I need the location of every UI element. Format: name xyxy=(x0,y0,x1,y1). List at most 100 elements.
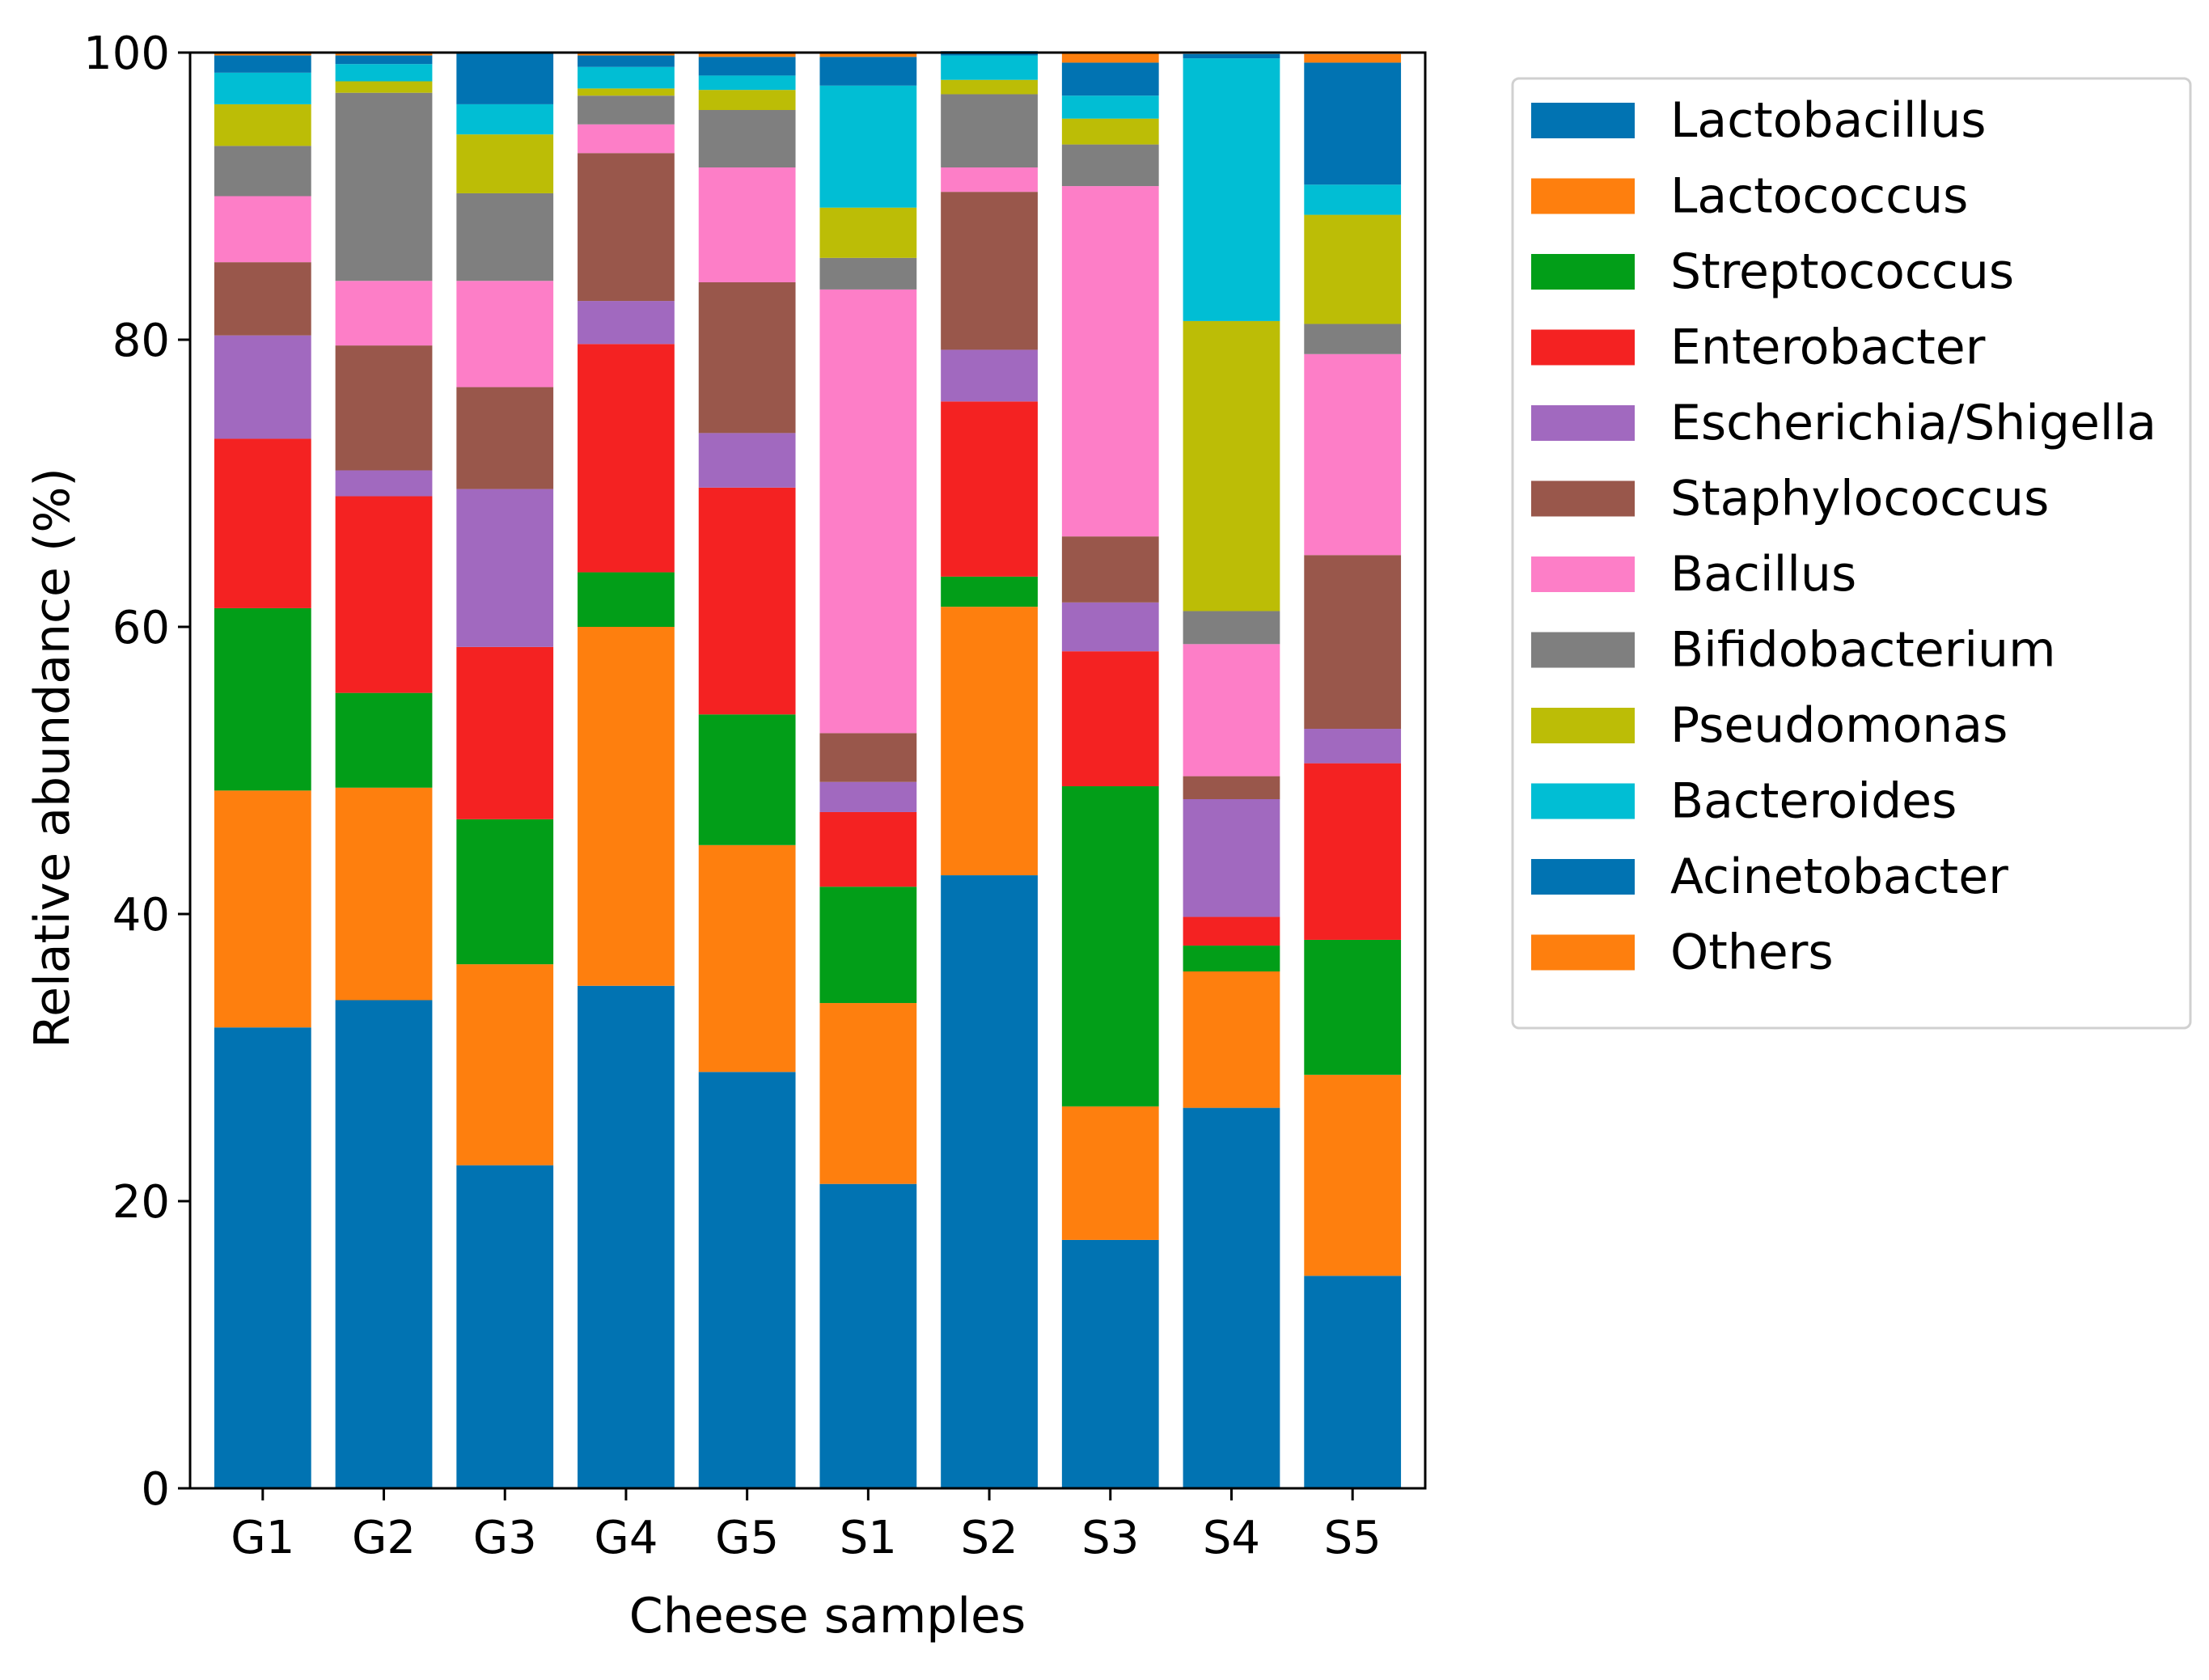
bar-segment-G3-acinetobacter xyxy=(456,53,554,104)
bar-segment-S5-streptococcus xyxy=(1304,939,1402,1075)
bar-segment-S4-lactobacillus xyxy=(1183,1107,1280,1488)
bar-segment-G5-lactobacillus xyxy=(698,1072,796,1488)
legend-swatch-pseudomonas xyxy=(1531,708,1635,743)
x-axis-label: Cheese samples xyxy=(629,1588,1026,1644)
bar-segment-G3-bacillus xyxy=(456,281,554,387)
bar-segment-S1-acinetobacter xyxy=(819,57,917,86)
bar-segment-S2-bacteroides xyxy=(941,55,1038,80)
bar-segment-G2-bacteroides xyxy=(335,64,433,82)
bar-segment-G1-bacillus xyxy=(214,196,311,263)
bar-segment-G5-lactococcus xyxy=(698,844,796,1073)
bar-segment-G5-acinetobacter xyxy=(698,57,796,76)
plot-frame xyxy=(188,51,1427,1490)
bar-segment-G1-bacteroides xyxy=(214,72,311,104)
x-tick-label: G2 xyxy=(352,1512,416,1564)
bars-layer xyxy=(214,51,1402,1488)
bar-segment-S4-bacillus xyxy=(1183,644,1280,777)
x-tick-label: G1 xyxy=(231,1512,294,1564)
bar-segment-G2-streptococcus xyxy=(335,692,433,788)
bar-segment-G2-lactococcus xyxy=(335,787,433,1001)
bar-segment-G4-others xyxy=(578,53,675,56)
legend-label-bifidobacterium: Bifidobacterium xyxy=(1670,622,2056,679)
bar-segment-S1-enterobacter xyxy=(819,811,917,887)
legend-label-staphylococcus: Staphylococcus xyxy=(1670,471,2049,527)
bar-segment-G2-pseudomonas xyxy=(335,81,433,93)
bar-segment-S3-bacillus xyxy=(1061,186,1159,537)
bar-segment-S5-lactobacillus xyxy=(1304,1276,1402,1488)
bar-segment-S3-pseudomonas xyxy=(1061,118,1159,145)
bar-segment-G5-bacteroides xyxy=(698,75,796,91)
bar-segment-S2-enterobacter xyxy=(941,401,1038,577)
legend-swatch-lactobacillus xyxy=(1531,103,1635,138)
bar-segment-G5-escherichia-shigella xyxy=(698,433,796,488)
x-tick-label: G5 xyxy=(715,1512,779,1564)
bar-segment-S1-staphylococcus xyxy=(819,733,917,782)
bar-segment-S1-streptococcus xyxy=(819,887,917,1004)
y-tick-label: 60 xyxy=(112,602,170,654)
bar-segment-G4-bacillus xyxy=(578,124,675,154)
legend-swatch-acinetobacter xyxy=(1531,859,1635,895)
bar-segment-S3-staphylococcus xyxy=(1061,536,1159,603)
bar-segment-G1-streptococcus xyxy=(214,607,311,791)
bar-segment-S2-escherichia-shigella xyxy=(941,349,1038,402)
legend-swatch-bacteroides xyxy=(1531,783,1635,819)
bar-segment-G5-others xyxy=(698,53,796,57)
bar-segment-G2-bacillus xyxy=(335,281,433,346)
bar-segment-S2-lactococcus xyxy=(941,607,1038,876)
bar-segment-G1-lactococcus xyxy=(214,790,311,1028)
bar-segment-G3-staphylococcus xyxy=(456,387,554,489)
bar-segment-S3-enterobacter xyxy=(1061,651,1159,787)
bar-segment-S2-lactobacillus xyxy=(941,875,1038,1488)
y-axis-label: Relative abundance (%) xyxy=(24,468,81,1048)
bar-segment-S2-bacillus xyxy=(941,167,1038,193)
legend-label-acinetobacter: Acinetobacter xyxy=(1670,848,2008,905)
bar-segment-G1-pseudomonas xyxy=(214,104,311,146)
bar-segment-S1-lactococcus xyxy=(819,1003,917,1184)
bar-segment-G4-bifidobacterium xyxy=(578,95,675,125)
bar-segment-G5-streptococcus xyxy=(698,714,796,845)
bar-segment-S3-bacteroides xyxy=(1061,95,1159,119)
bar-segment-S5-staphylococcus xyxy=(1304,555,1402,730)
y-tick-label: 100 xyxy=(83,28,170,80)
legend-swatch-staphylococcus xyxy=(1531,480,1635,517)
bar-segment-S1-bifidobacterium xyxy=(819,257,917,290)
bar-segment-G1-bifidobacterium xyxy=(214,146,311,197)
bar-segment-G4-enterobacter xyxy=(578,344,675,573)
bar-segment-G4-lactobacillus xyxy=(578,985,675,1488)
bar-segment-S3-others xyxy=(1061,53,1159,63)
y-tick-label: 40 xyxy=(112,889,170,942)
y-tick-label: 20 xyxy=(112,1176,170,1229)
y-tick-label: 80 xyxy=(112,315,170,367)
bar-segment-S4-escherichia-shigella xyxy=(1183,799,1280,917)
bar-segment-S1-escherichia-shigella xyxy=(819,781,917,812)
bar-segment-S5-escherichia-shigella xyxy=(1304,729,1402,764)
axes-layer xyxy=(188,51,1427,1490)
bar-segment-S5-enterobacter xyxy=(1304,763,1402,940)
bar-segment-S3-lactobacillus xyxy=(1061,1239,1159,1488)
bar-segment-S4-acinetobacter xyxy=(1183,53,1280,59)
bar-segment-G3-bacteroides xyxy=(456,104,554,135)
bar-segment-G2-staphylococcus xyxy=(335,345,433,471)
legend-label-streptococcus: Streptococcus xyxy=(1670,243,2014,300)
legend-label-escherichia-shigella: Escherichia/Shigella xyxy=(1670,395,2156,451)
legend-swatch-lactococcus xyxy=(1531,178,1635,214)
bar-segment-S5-acinetobacter xyxy=(1304,62,1402,185)
legend-label-bacillus: Bacillus xyxy=(1670,546,1856,603)
bar-segment-G1-lactobacillus xyxy=(214,1027,311,1488)
bar-segment-G4-streptococcus xyxy=(578,572,675,627)
bar-segment-S1-bacillus xyxy=(819,289,917,734)
bar-segment-G1-others xyxy=(214,53,311,56)
bar-segment-G2-escherichia-shigella xyxy=(335,470,433,497)
bar-segment-G1-acinetobacter xyxy=(214,55,311,73)
bar-segment-G5-staphylococcus xyxy=(698,282,796,434)
legend-box xyxy=(1511,77,2192,1030)
bar-segment-S3-lactococcus xyxy=(1061,1106,1159,1240)
bar-segment-G1-enterobacter xyxy=(214,438,311,608)
x-tick-label: S5 xyxy=(1324,1512,1382,1564)
bar-segment-G3-escherichia-shigella xyxy=(456,489,554,647)
x-tick-label: S3 xyxy=(1081,1512,1139,1564)
legend-label-bacteroides: Bacteroides xyxy=(1670,773,1957,830)
bar-segment-S5-bacillus xyxy=(1304,353,1402,556)
bar-segment-S3-acinetobacter xyxy=(1061,62,1159,96)
